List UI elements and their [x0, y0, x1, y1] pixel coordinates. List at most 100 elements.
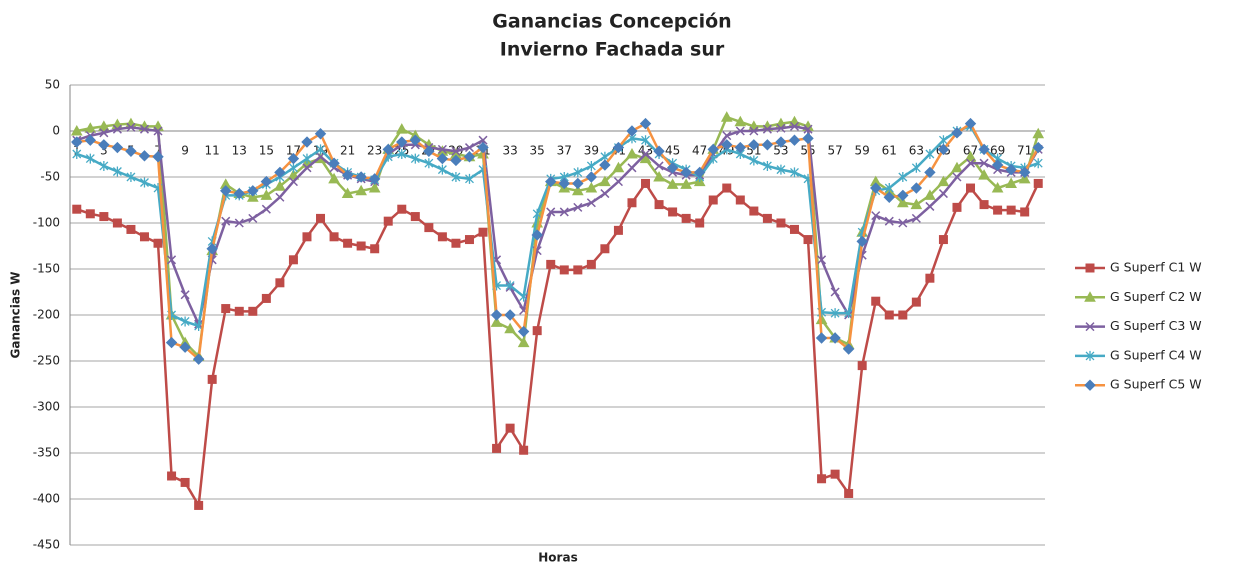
marker: [301, 136, 313, 148]
y-tick-label: -50: [40, 170, 60, 184]
marker: [693, 166, 706, 179]
marker: [505, 423, 515, 433]
marker: [870, 182, 882, 194]
marker: [830, 308, 840, 319]
marker: [532, 326, 542, 336]
marker: [871, 296, 881, 306]
legend-label: G Superf C5 W: [1110, 377, 1202, 392]
legend-label: G Superf C1 W: [1110, 260, 1202, 275]
marker: [749, 206, 759, 216]
marker: [776, 123, 786, 133]
marker: [991, 159, 1004, 171]
marker: [938, 135, 948, 146]
marker: [356, 241, 366, 251]
marker: [274, 166, 286, 179]
marker: [221, 304, 231, 314]
y-tick-label: -450: [33, 538, 60, 552]
series-line: [76, 125, 1040, 326]
marker: [802, 132, 814, 145]
x-tick-label: 63: [909, 144, 924, 158]
marker: [1085, 350, 1095, 361]
marker: [585, 171, 598, 183]
marker: [368, 173, 381, 185]
x-tick-label: 43: [638, 144, 653, 158]
marker: [423, 145, 435, 157]
marker: [695, 218, 705, 228]
marker: [925, 201, 935, 211]
marker: [70, 124, 83, 136]
marker: [206, 243, 218, 255]
marker: [722, 131, 732, 141]
marker: [368, 182, 381, 193]
marker: [748, 139, 760, 151]
marker: [573, 265, 583, 275]
marker: [409, 134, 422, 146]
marker: [681, 213, 691, 223]
marker: [464, 235, 474, 245]
marker: [546, 207, 556, 217]
marker: [842, 343, 855, 355]
marker: [789, 224, 799, 234]
marker: [559, 265, 569, 275]
marker: [896, 196, 909, 208]
marker: [99, 212, 109, 222]
marker: [817, 255, 827, 265]
marker: [749, 155, 759, 166]
marker: [761, 139, 774, 151]
marker: [165, 336, 178, 349]
marker: [612, 161, 625, 173]
marker: [1033, 178, 1043, 188]
marker: [341, 187, 354, 199]
marker: [626, 147, 638, 159]
x-tick-label: 21: [340, 144, 355, 158]
marker: [951, 127, 963, 139]
marker: [288, 162, 298, 173]
marker: [641, 135, 650, 146]
marker: [803, 124, 813, 134]
x-axis-title: Horas: [538, 551, 577, 565]
marker: [735, 195, 745, 205]
marker: [207, 374, 217, 384]
marker: [559, 207, 569, 217]
marker: [370, 244, 380, 254]
x-tick-label: 37: [557, 144, 572, 158]
marker: [573, 202, 583, 212]
marker: [396, 136, 408, 148]
marker: [1018, 166, 1031, 179]
marker: [668, 207, 678, 217]
marker: [898, 310, 908, 320]
marker: [1032, 127, 1045, 139]
marker: [775, 136, 787, 148]
marker: [490, 316, 503, 327]
marker: [519, 445, 529, 455]
marker: [1084, 379, 1096, 391]
marker: [517, 336, 530, 348]
marker: [451, 146, 461, 156]
y-tick-label: 50: [45, 78, 60, 92]
marker: [613, 225, 623, 235]
x-tick-label: 35: [530, 144, 545, 158]
marker: [586, 259, 596, 269]
marker: [451, 238, 461, 248]
marker: [964, 150, 977, 162]
marker: [288, 177, 298, 187]
marker: [329, 232, 339, 242]
marker: [1033, 158, 1043, 169]
marker: [451, 172, 461, 182]
marker: [666, 162, 679, 174]
y-axis-title: Ganancias W: [9, 271, 23, 358]
marker: [302, 163, 312, 173]
marker: [951, 161, 963, 173]
marker: [911, 297, 921, 307]
marker: [302, 232, 312, 242]
marker: [315, 152, 326, 162]
x-tick-label: 45: [665, 144, 680, 158]
marker: [98, 120, 110, 131]
marker: [112, 124, 122, 134]
x-tick-label: 11: [205, 144, 220, 158]
marker: [274, 180, 286, 191]
marker: [815, 332, 828, 344]
marker: [138, 150, 151, 162]
marker: [437, 144, 447, 154]
marker: [395, 123, 408, 134]
